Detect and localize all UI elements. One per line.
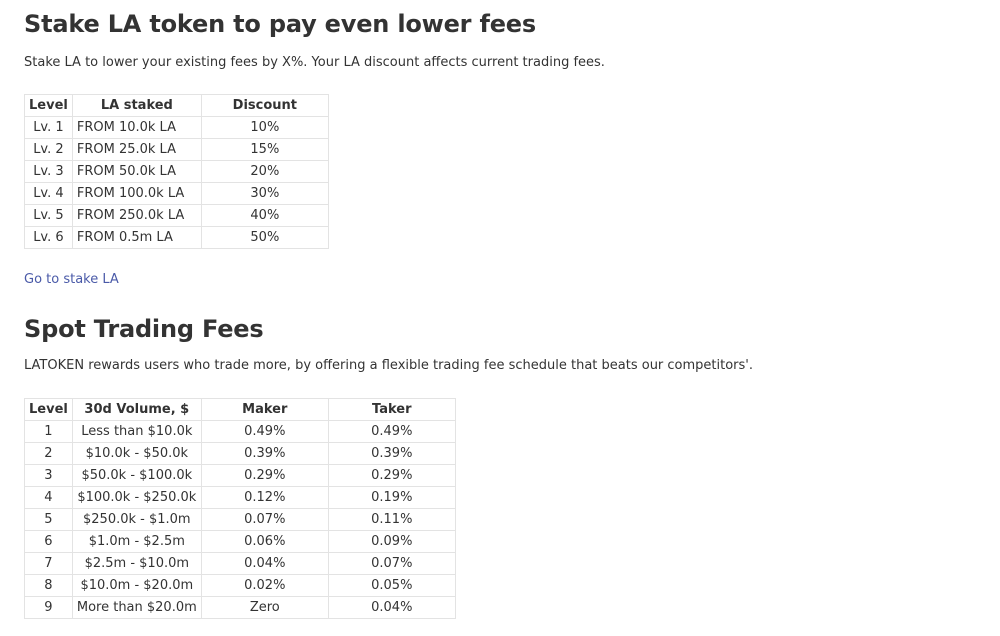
cell-la-staked: FROM 0.5m LA <box>71 226 202 249</box>
cell-level: Lv. 1 <box>24 116 73 139</box>
cell-taker: 0.39% <box>327 442 456 465</box>
cell-la-staked: FROM 10.0k LA <box>71 116 202 139</box>
cell-level: Lv. 4 <box>24 182 73 205</box>
spot-section-title: Spot Trading Fees <box>24 315 264 343</box>
cell-la-staked: FROM 250.0k LA <box>71 204 202 227</box>
table-header-row: Level LA staked Discount <box>24 94 329 117</box>
cell-level: 4 <box>24 486 73 509</box>
cell-maker: 0.06% <box>200 530 329 553</box>
cell-maker: 0.49% <box>200 420 329 443</box>
cell-discount: 15% <box>200 138 329 161</box>
stake-section-title: Stake LA token to pay even lower fees <box>24 10 536 38</box>
table-row: 3 $50.0k - $100.0k 0.29% 0.29% <box>24 464 456 487</box>
cell-level: 7 <box>24 552 73 575</box>
cell-volume: $50.0k - $100.0k <box>71 464 202 487</box>
cell-taker: 0.19% <box>327 486 456 509</box>
cell-level: 6 <box>24 530 73 553</box>
table-row: 8 $10.0m - $20.0m 0.02% 0.05% <box>24 574 456 597</box>
stake-section-description: Stake LA to lower your existing fees by … <box>24 55 605 70</box>
table-row: 7 $2.5m - $10.0m 0.04% 0.07% <box>24 552 456 575</box>
table-row: Lv. 6 FROM 0.5m LA 50% <box>24 226 329 249</box>
go-to-stake-link[interactable]: Go to stake LA <box>24 272 119 287</box>
cell-level: 3 <box>24 464 73 487</box>
cell-taker: 0.29% <box>327 464 456 487</box>
cell-volume: Less than $10.0k <box>71 420 202 443</box>
table-row: 1 Less than $10.0k 0.49% 0.49% <box>24 420 456 443</box>
cell-level: 1 <box>24 420 73 443</box>
table-row: 2 $10.0k - $50.0k 0.39% 0.39% <box>24 442 456 465</box>
cell-la-staked: FROM 50.0k LA <box>71 160 202 183</box>
cell-maker: 0.02% <box>200 574 329 597</box>
cell-taker: 0.09% <box>327 530 456 553</box>
header-level: Level <box>24 398 73 421</box>
cell-maker: 0.04% <box>200 552 329 575</box>
cell-la-staked: FROM 25.0k LA <box>71 138 202 161</box>
header-maker: Maker <box>200 398 329 421</box>
cell-volume: More than $20.0m <box>71 596 202 619</box>
cell-discount: 50% <box>200 226 329 249</box>
cell-level: Lv. 6 <box>24 226 73 249</box>
cell-volume: $100.0k - $250.0k <box>71 486 202 509</box>
table-row: Lv. 2 FROM 25.0k LA 15% <box>24 138 329 161</box>
header-volume: 30d Volume, $ <box>71 398 202 421</box>
cell-level: Lv. 3 <box>24 160 73 183</box>
cell-taker: 0.05% <box>327 574 456 597</box>
cell-volume: $2.5m - $10.0m <box>71 552 202 575</box>
table-row: Lv. 1 FROM 10.0k LA 10% <box>24 116 329 139</box>
cell-level: 5 <box>24 508 73 531</box>
cell-maker: 0.07% <box>200 508 329 531</box>
table-row: 6 $1.0m - $2.5m 0.06% 0.09% <box>24 530 456 553</box>
stake-discount-table: Level LA staked Discount Lv. 1 FROM 10.0… <box>24 94 329 249</box>
cell-level: 9 <box>24 596 73 619</box>
cell-maker: 0.12% <box>200 486 329 509</box>
header-la-staked: LA staked <box>71 94 202 117</box>
cell-discount: 40% <box>200 204 329 227</box>
cell-level: 8 <box>24 574 73 597</box>
header-taker: Taker <box>327 398 456 421</box>
cell-taker: 0.49% <box>327 420 456 443</box>
cell-discount: 20% <box>200 160 329 183</box>
cell-maker: 0.29% <box>200 464 329 487</box>
spot-section-description: LATOKEN rewards users who trade more, by… <box>24 358 754 373</box>
cell-discount: 30% <box>200 182 329 205</box>
table-row: 4 $100.0k - $250.0k 0.12% 0.19% <box>24 486 456 509</box>
cell-la-staked: FROM 100.0k LA <box>71 182 202 205</box>
spot-fees-table: Level 30d Volume, $ Maker Taker 1 Less t… <box>24 398 456 619</box>
table-row: 9 More than $20.0m Zero 0.04% <box>24 596 456 619</box>
cell-volume: $250.0k - $1.0m <box>71 508 202 531</box>
table-row: Lv. 4 FROM 100.0k LA 30% <box>24 182 329 205</box>
cell-taker: 0.07% <box>327 552 456 575</box>
table-row: Lv. 5 FROM 250.0k LA 40% <box>24 204 329 227</box>
table-row: Lv. 3 FROM 50.0k LA 20% <box>24 160 329 183</box>
header-level: Level <box>24 94 73 117</box>
cell-volume: $1.0m - $2.5m <box>71 530 202 553</box>
cell-level: Lv. 5 <box>24 204 73 227</box>
table-row: 5 $250.0k - $1.0m 0.07% 0.11% <box>24 508 456 531</box>
table-header-row: Level 30d Volume, $ Maker Taker <box>24 398 456 421</box>
cell-level: Lv. 2 <box>24 138 73 161</box>
cell-level: 2 <box>24 442 73 465</box>
cell-taker: 0.11% <box>327 508 456 531</box>
header-discount: Discount <box>200 94 329 117</box>
cell-volume: $10.0k - $50.0k <box>71 442 202 465</box>
cell-taker: 0.04% <box>327 596 456 619</box>
cell-maker: 0.39% <box>200 442 329 465</box>
cell-discount: 10% <box>200 116 329 139</box>
cell-volume: $10.0m - $20.0m <box>71 574 202 597</box>
cell-maker: Zero <box>200 596 329 619</box>
